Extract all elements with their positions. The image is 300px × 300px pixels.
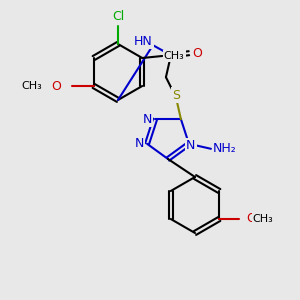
Text: O: O [192, 47, 202, 60]
Text: S: S [172, 89, 180, 102]
Text: O: O [51, 80, 61, 92]
Text: N: N [134, 137, 144, 150]
Text: CH₃: CH₃ [164, 51, 184, 61]
Text: Cl: Cl [112, 10, 124, 22]
Text: O: O [246, 212, 256, 226]
Text: NH₂: NH₂ [213, 142, 237, 155]
Text: CH₃: CH₃ [253, 214, 274, 224]
Text: N: N [142, 113, 152, 126]
Text: N: N [186, 139, 196, 152]
Text: CH₃: CH₃ [21, 81, 42, 91]
Text: HN: HN [134, 35, 152, 48]
